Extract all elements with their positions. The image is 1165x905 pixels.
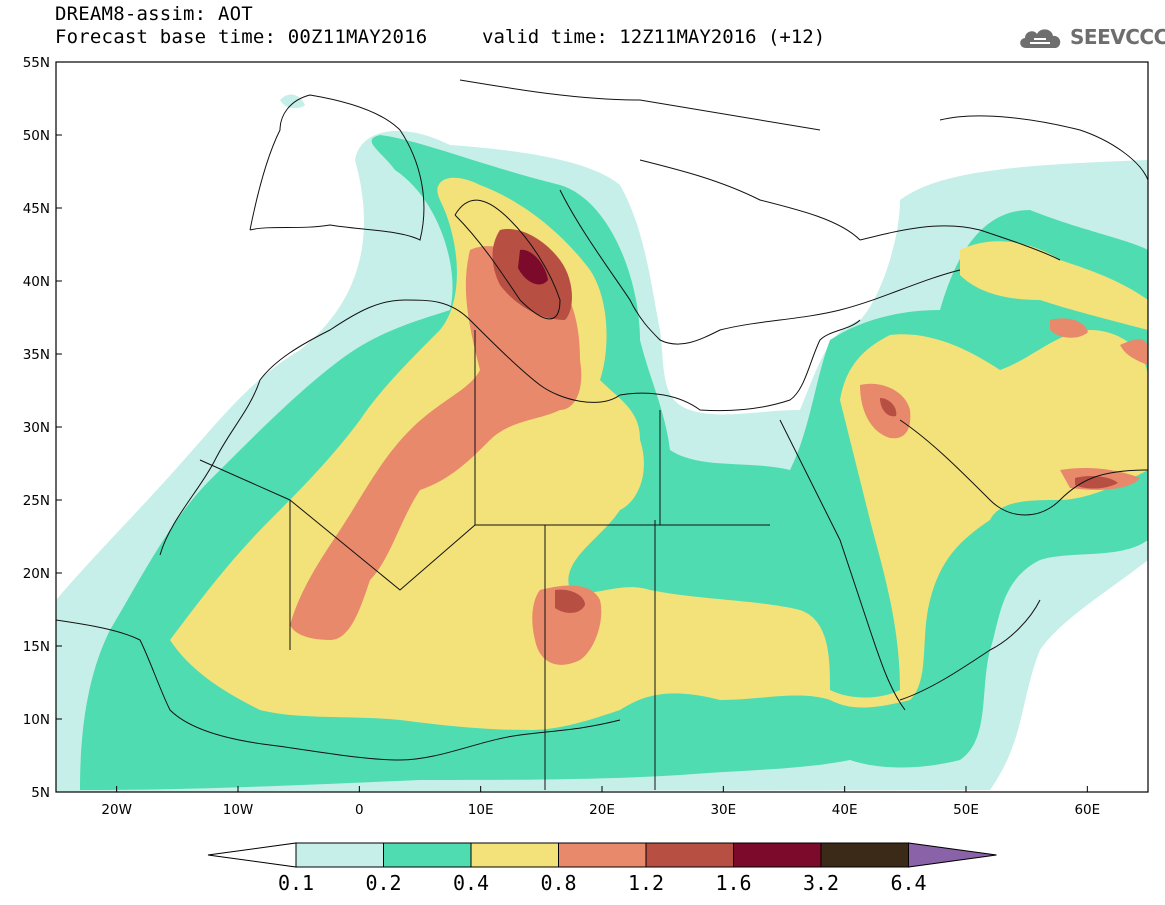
lon-tick-label: 50E (953, 802, 979, 818)
colorbar-label: 0.1 (278, 871, 314, 895)
lon-tick-label: 0 (355, 802, 364, 818)
lon-tick-label: 60E (1074, 802, 1100, 818)
base-time-label: Forecast base time: 00Z11MAY2016 (55, 26, 428, 48)
lat-tick-label: 10N (23, 712, 50, 728)
colorbar: 0.1 0.2 0.4 0.8 1.2 1.6 3.2 6.4 (207, 842, 997, 895)
colorbar-swatch (470, 842, 559, 868)
colorbar-swatch (295, 842, 384, 868)
colorbar-label: 6.4 (890, 871, 926, 895)
lon-tick-label: 20E (589, 802, 615, 818)
map-title: DREAM8-assim: AOT (55, 3, 253, 25)
colorbar-swatch (558, 842, 647, 868)
valid-time-label: valid time: 12Z11MAY2016 (+12) (482, 26, 826, 48)
lon-tick-label: 20W (101, 802, 132, 818)
colorbar-max-arrow (908, 842, 997, 868)
lat-tick-label: 45N (23, 201, 50, 217)
logo-text: SEEVCCC (1070, 25, 1165, 49)
colorbar-min-arrow (207, 842, 297, 868)
colorbar-swatch (820, 842, 909, 868)
colorbar-swatch (383, 842, 472, 868)
colorbar-label: 0.2 (365, 871, 401, 895)
seevccc-logo: SEEVCCC (1016, 24, 1165, 50)
axis-labels: 20W 10W 0 10E 20E 30E 40E 50E 60E 55N 50N 45N 40N 35N… (23, 55, 1100, 818)
colorbar-label: 0.4 (453, 871, 489, 895)
colorbar-label: 3.2 (803, 871, 839, 895)
cloud-icon (1020, 29, 1061, 48)
lon-tick-label: 10E (468, 802, 494, 818)
coastlines (56, 79, 1148, 790)
lat-tick-label: 55N (23, 55, 50, 71)
colorbar-label: 1.6 (715, 871, 751, 895)
lon-tick-label: 10W (223, 802, 254, 818)
lat-tick-label: 35N (23, 347, 50, 363)
colorbar-label: 0.8 (540, 871, 576, 895)
lat-tick-label: 50N (23, 128, 50, 144)
lat-tick-label: 5N (31, 785, 50, 801)
lat-tick-label: 20N (23, 566, 50, 582)
axis-ticks (56, 61, 1088, 793)
lon-tick-label: 30E (710, 802, 736, 818)
colorbar-swatch (645, 842, 734, 868)
colorbar-swatch (733, 842, 822, 868)
lat-tick-label: 25N (23, 493, 50, 509)
lat-tick-label: 15N (23, 639, 50, 655)
lon-tick-label: 40E (832, 802, 858, 818)
lat-tick-label: 40N (23, 274, 50, 290)
colorbar-label: 1.2 (628, 871, 664, 895)
aot-contours (56, 94, 1148, 792)
lat-tick-label: 30N (23, 420, 50, 436)
